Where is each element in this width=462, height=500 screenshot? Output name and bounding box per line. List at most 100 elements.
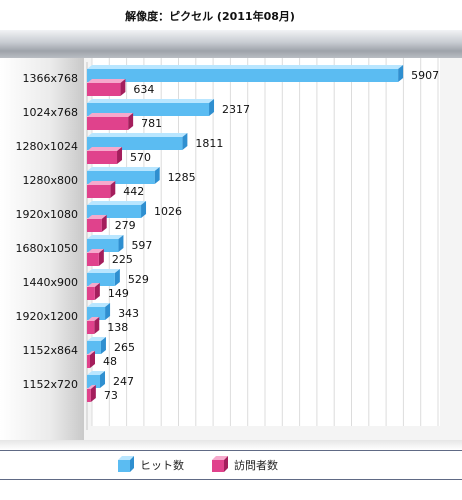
category-label: 1280x800: [23, 174, 79, 187]
bar-value-label: 5907: [411, 69, 439, 82]
bar-value-label: 149: [108, 287, 129, 300]
bar: [87, 117, 129, 130]
bar-value-label: 48: [103, 355, 117, 368]
category-label: 1024x768: [23, 106, 79, 119]
bar-value-label: 265: [114, 341, 135, 354]
bar: [87, 171, 155, 184]
category-label: 1152x720: [23, 378, 79, 391]
bar-top-face: [87, 181, 116, 185]
header-bar: [0, 30, 462, 58]
bar-value-label: 279: [115, 219, 136, 232]
bar-value-label: 1285: [168, 171, 196, 184]
bar-top-face: [87, 133, 188, 137]
bar-side-face: [118, 235, 124, 252]
bar-value-label: 597: [131, 239, 152, 252]
bar-top-face: [87, 269, 120, 273]
bar-value-label: 781: [141, 117, 162, 130]
bar-value-label: 1026: [154, 205, 182, 218]
bar-side-face: [105, 303, 111, 320]
bar-side-face: [100, 337, 106, 354]
bar: [87, 389, 91, 402]
bar-top-face: [87, 337, 106, 341]
plot-back-wall: [92, 58, 440, 426]
bar-top-face: [87, 147, 123, 151]
category-label: 1440x900: [23, 276, 79, 289]
legend-label-visitors: 訪問者数: [234, 459, 278, 472]
bar: [87, 355, 90, 368]
bar-top-face: [87, 113, 134, 117]
bar-side-face: [128, 113, 134, 130]
bar: [87, 239, 119, 252]
bar: [87, 287, 95, 300]
chart-title: 解像度：ピクセル (2011年08月): [125, 10, 295, 23]
bar: [87, 341, 101, 354]
bar: [87, 185, 111, 198]
bar: [87, 307, 106, 320]
bar-side-face: [100, 371, 106, 388]
bar-top-face: [87, 351, 95, 355]
bar-top-face: [87, 167, 160, 171]
plot-bottom-edge: [0, 440, 462, 450]
category-label: 1152x864: [23, 344, 79, 357]
bar-top-face: [87, 215, 107, 219]
bar-value-label: 73: [104, 389, 118, 402]
bar-side-face: [114, 269, 120, 286]
bar-side-face: [141, 201, 147, 218]
bar-value-label: 570: [130, 151, 151, 164]
bar-side-face: [94, 317, 100, 334]
bar-top-face: [87, 283, 100, 287]
bar-side-face: [94, 283, 100, 300]
bar: [87, 69, 399, 82]
bar: [87, 103, 210, 116]
bar-top-face: [87, 317, 100, 321]
bar: [87, 151, 118, 164]
bar-top-face: [87, 99, 215, 103]
bar-side-face: [398, 65, 404, 82]
bar-top-face: [87, 371, 106, 375]
bar-top-face: [87, 249, 104, 253]
bar-chart: 1366x768 5907 634 1024x768 2317 781 1280x1024 1…: [16, 58, 440, 430]
bar-top-face: [87, 201, 147, 205]
category-label: 1680x1050: [16, 242, 79, 255]
bar: [87, 219, 102, 232]
bar-top-face: [87, 385, 96, 389]
bar-value-label: 634: [133, 83, 154, 96]
category-label: 1920x1080: [16, 208, 79, 221]
bar-top-face: [87, 79, 126, 83]
bar: [87, 253, 99, 266]
bar-side-face: [98, 249, 104, 266]
bar-value-label: 2317: [222, 103, 250, 116]
legend-label-hits: ヒット数: [140, 459, 184, 472]
bar-value-label: 138: [107, 321, 128, 334]
bar-value-label: 247: [113, 375, 134, 388]
bar-value-label: 442: [123, 185, 144, 198]
bar: [87, 137, 183, 150]
bar-value-label: 343: [118, 307, 139, 320]
category-axis-panel: [0, 58, 84, 440]
bar: [87, 273, 115, 286]
bar: [87, 205, 142, 218]
bar-side-face: [182, 133, 188, 150]
bar: [87, 321, 95, 334]
bar-value-label: 1811: [195, 137, 223, 150]
category-label: 1280x1024: [16, 140, 79, 153]
bar-side-face: [120, 79, 126, 96]
bar-value-label: 529: [128, 273, 149, 286]
category-label: 1366x768: [23, 72, 79, 85]
bar-top-face: [87, 303, 111, 307]
bar-top-face: [87, 235, 124, 239]
bar-side-face: [117, 147, 123, 164]
legend-swatch-hits: [118, 456, 134, 472]
bar-side-face: [209, 99, 215, 116]
bar-side-face: [110, 181, 116, 198]
bar: [87, 83, 121, 96]
category-label: 1920x1200: [16, 310, 79, 323]
bar-top-face: [87, 65, 404, 69]
legend-swatch-visitors: [212, 456, 228, 472]
bar-side-face: [90, 385, 96, 402]
bar-side-face: [90, 351, 95, 368]
bar-side-face: [101, 215, 107, 232]
bar: [87, 375, 101, 388]
bar-value-label: 225: [112, 253, 133, 266]
bar-side-face: [154, 167, 160, 184]
